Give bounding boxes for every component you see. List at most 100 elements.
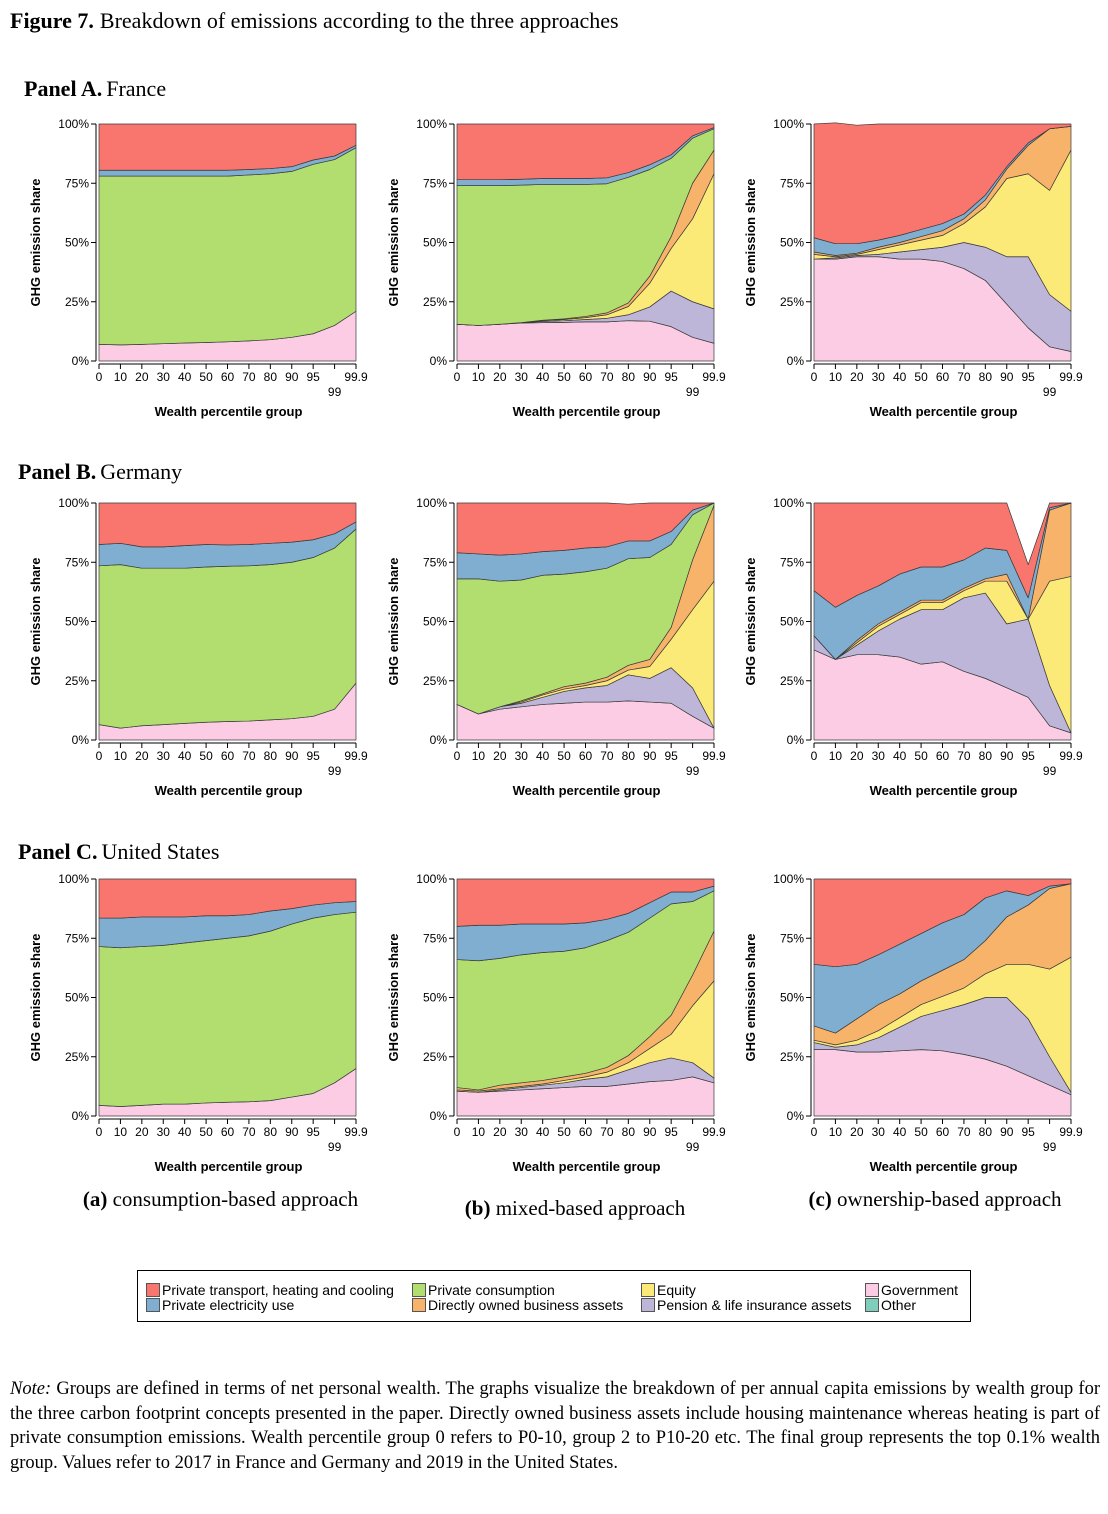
y-tick-label: 25% [65, 674, 89, 688]
chart-us-ownership: 0% 25% 50% 75% 100% 0 10 20 30 40 50 60 70 80 90 95 9999… [743, 872, 1083, 1174]
y-tick-label: 0% [430, 733, 448, 747]
y-tick-label: 50% [423, 615, 447, 629]
y-axis-label: GHG emission share [386, 558, 401, 686]
y-tick-label: 0% [72, 733, 90, 747]
y-axis-label: GHG emission share [743, 934, 758, 1062]
y-tick-label: 75% [65, 555, 89, 569]
legend-swatch-government [865, 1283, 879, 1297]
legend-item-electricity: Private electricity use [146, 1297, 294, 1313]
x-tick-label: 50 [199, 749, 213, 763]
y-tick-label: 100% [773, 117, 804, 131]
x-tick-label: 90 [1000, 1125, 1014, 1139]
y-axis-label: GHG emission share [28, 179, 43, 307]
y-tick-label: 0% [787, 354, 805, 368]
x-tick-label: 99.9 [1059, 749, 1083, 763]
y-tick-label: 50% [65, 991, 89, 1005]
x-tick-label: 99.9 [344, 749, 368, 763]
x-tick-label: 60 [579, 1125, 593, 1139]
x-tick-label: 99 [1043, 385, 1057, 399]
y-tick-label: 0% [72, 1109, 90, 1123]
y-tick-label: 50% [780, 615, 804, 629]
x-tick-label: 90 [285, 1125, 299, 1139]
x-tick-label: 30 [515, 370, 529, 384]
y-tick-label: 50% [65, 236, 89, 250]
x-tick-label: 40 [178, 1125, 192, 1139]
x-tick-label: 10 [829, 1125, 843, 1139]
caption-c-text: ownership-based approach [837, 1187, 1062, 1211]
x-tick-label: 99.9 [344, 1125, 368, 1139]
x-tick-label: 50 [557, 749, 571, 763]
legend-swatch-business [412, 1298, 426, 1312]
x-tick-label: 10 [472, 1125, 486, 1139]
x-tick-label: 30 [872, 370, 886, 384]
x-tick-label: 80 [979, 1125, 993, 1139]
caption-a: (a) consumption-based approach [78, 1184, 363, 1214]
legend-swatch-pension [641, 1298, 655, 1312]
x-tick-label: 70 [242, 370, 256, 384]
x-tick-label: 90 [285, 370, 299, 384]
legend-label-transport: Private transport, heating and cooling [162, 1282, 394, 1298]
panel-a-name: France [106, 76, 167, 101]
x-tick-label: 99 [686, 764, 700, 778]
x-tick-label: 40 [536, 370, 550, 384]
y-tick-label: 25% [423, 1050, 447, 1064]
x-tick-label: 70 [600, 1125, 614, 1139]
note-text: Groups are defined in terms of net perso… [10, 1379, 1101, 1473]
y-tick-label: 100% [416, 117, 447, 131]
y-tick-label: 75% [423, 931, 447, 945]
chart-grid: 0%25%50%75%100%0 10 20 30 40 50 60 70 80 90 959999… [28, 117, 1083, 1174]
y-tick-label: 50% [780, 991, 804, 1005]
x-tick-label: 50 [199, 1125, 213, 1139]
x-tick-label: 99 [328, 1140, 342, 1154]
x-tick-label: 20 [850, 1125, 864, 1139]
x-tick-label: 80 [622, 749, 636, 763]
panel-c-name: United States [101, 839, 220, 864]
x-tick-label: 20 [850, 749, 864, 763]
legend-label-pension: Pension & life insurance assets [657, 1297, 852, 1313]
x-tick-label: 20 [493, 370, 507, 384]
y-axis-label: GHG emission share [743, 179, 758, 307]
x-tick-label: 50 [914, 370, 928, 384]
x-tick-label: 30 [157, 749, 171, 763]
x-tick-label: 95 [306, 1125, 320, 1139]
x-tick-label: 95 [306, 749, 320, 763]
x-tick-label: 40 [893, 1125, 907, 1139]
x-tick-label: 20 [493, 749, 507, 763]
x-tick-label: 10 [114, 1125, 128, 1139]
x-tick-label: 99.9 [1059, 370, 1083, 384]
legend-swatch-electricity [146, 1298, 160, 1312]
x-tick-label: 80 [979, 749, 993, 763]
caption-b-text: mixed-based approach [495, 1196, 686, 1220]
x-tick-label: 70 [242, 1125, 256, 1139]
legend-item-consumption: Private consumption [412, 1282, 555, 1298]
x-axis-label: Wealth percentile group [155, 1159, 303, 1174]
area-private-transport-heating-and-cooling [813, 122, 1072, 245]
legend-label-government: Government [881, 1282, 959, 1298]
x-tick-label: 30 [157, 370, 171, 384]
y-axis-label: GHG emission share [28, 558, 43, 686]
x-axis-label: Wealth percentile group [513, 783, 661, 798]
chart-france-mixed: 0% 25% 50% 75% 100% 0 10 20 30 40 50 60 70 80 90 95 9999… [386, 117, 726, 419]
x-tick-label: 20 [135, 1125, 149, 1139]
legend-item-government: Government [865, 1282, 958, 1298]
x-tick-label: 95 [664, 1125, 678, 1139]
x-tick-label: 10 [114, 370, 128, 384]
y-tick-label: 75% [423, 176, 447, 190]
x-tick-label: 90 [643, 1125, 657, 1139]
legend-item-equity: Equity [641, 1282, 696, 1298]
y-axis-label: GHG emission share [743, 558, 758, 686]
y-tick-label: 25% [780, 295, 804, 309]
x-tick-label: 70 [957, 749, 971, 763]
x-tick-label: 95 [664, 749, 678, 763]
y-tick-label: 0% [787, 733, 805, 747]
y-tick-label: 75% [780, 176, 804, 190]
y-tick-label: 75% [65, 176, 89, 190]
x-tick-label: 0 [96, 749, 103, 763]
x-tick-label: 80 [622, 1125, 636, 1139]
chart-germany-ownership: 0% 25% 50% 75% 100% 0 10 20 30 40 50 60 70 80 90 95 9999… [743, 496, 1083, 798]
x-axis-label: Wealth percentile group [155, 404, 303, 419]
y-axis-label: GHG emission share [28, 934, 43, 1062]
y-tick-label: 0% [72, 354, 90, 368]
x-tick-label: 10 [829, 370, 843, 384]
y-tick-label: 100% [416, 496, 447, 510]
